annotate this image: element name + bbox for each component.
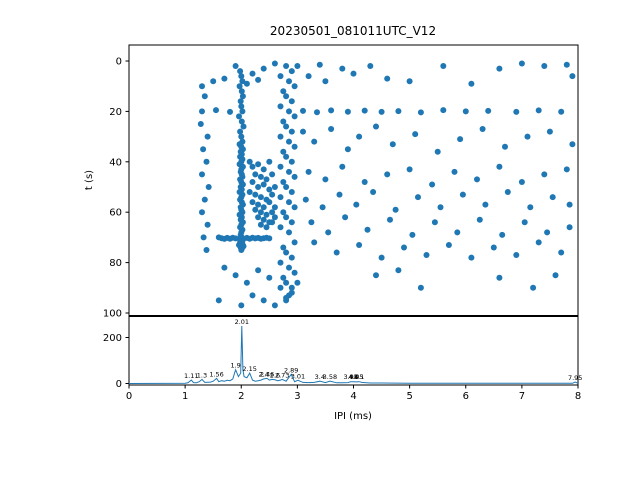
svg-text:4.05: 4.05 xyxy=(349,373,363,381)
svg-text:3: 3 xyxy=(294,391,300,402)
svg-text:0: 0 xyxy=(116,379,122,390)
x-axis-ticks: 0 1 2 3 4 5 6 7 8 xyxy=(126,385,581,402)
svg-text:4: 4 xyxy=(350,391,356,402)
svg-text:1.9: 1.9 xyxy=(230,362,240,370)
svg-text:2.4: 2.4 xyxy=(259,370,269,378)
svg-text:40: 40 xyxy=(109,157,122,168)
scatter-axes-box xyxy=(128,44,579,316)
chart-title: 20230501_081011UTC_V12 xyxy=(270,24,436,38)
svg-text:3.58: 3.58 xyxy=(323,373,337,381)
svg-text:2.6: 2.6 xyxy=(270,371,280,379)
svg-text:3.95: 3.95 xyxy=(343,373,357,381)
svg-text:2: 2 xyxy=(238,391,244,402)
svg-text:80: 80 xyxy=(109,258,122,269)
svg-text:4.1: 4.1 xyxy=(354,373,364,381)
histogram-line xyxy=(128,325,579,384)
svg-text:2.01: 2.01 xyxy=(235,318,249,326)
svg-text:2.73: 2.73 xyxy=(275,371,289,379)
svg-text:5: 5 xyxy=(406,391,412,402)
svg-text:7.95: 7.95 xyxy=(568,374,582,382)
svg-text:3.01: 3.01 xyxy=(291,372,305,380)
svg-text:7: 7 xyxy=(519,391,525,402)
svg-text:8: 8 xyxy=(575,391,581,402)
scatter-plot: 0 20 40 60 80 100 xyxy=(103,44,579,320)
svg-text:200: 200 xyxy=(103,333,122,344)
scatter-y-ticks: 0 20 40 60 80 100 xyxy=(103,57,129,320)
histogram-y-ticks: 0 200 xyxy=(103,333,129,390)
svg-text:100: 100 xyxy=(103,309,122,320)
svg-text:1.3: 1.3 xyxy=(197,371,207,379)
svg-text:0: 0 xyxy=(116,57,122,68)
svg-text:1: 1 xyxy=(182,391,188,402)
x-axis-label: IPI (ms) xyxy=(334,411,372,422)
svg-text:20: 20 xyxy=(109,107,122,118)
histogram-annotations: 1.111.3 1.56 1.9 2.01 2.152.42.462.62.732.89… xyxy=(184,318,582,382)
svg-text:1.11: 1.11 xyxy=(184,372,198,380)
svg-text:4.0: 4.0 xyxy=(348,373,358,381)
y-axis-label: t (s) xyxy=(84,170,95,190)
svg-text:3.4: 3.4 xyxy=(315,373,325,381)
svg-text:0: 0 xyxy=(126,391,132,402)
svg-text:1.56: 1.56 xyxy=(209,370,223,378)
svg-text:2.46: 2.46 xyxy=(260,370,274,378)
svg-text:2.89: 2.89 xyxy=(284,366,298,374)
scatter-points xyxy=(197,60,576,309)
svg-text:6: 6 xyxy=(463,391,469,402)
svg-text:60: 60 xyxy=(109,208,122,219)
svg-text:2.15: 2.15 xyxy=(242,365,256,373)
